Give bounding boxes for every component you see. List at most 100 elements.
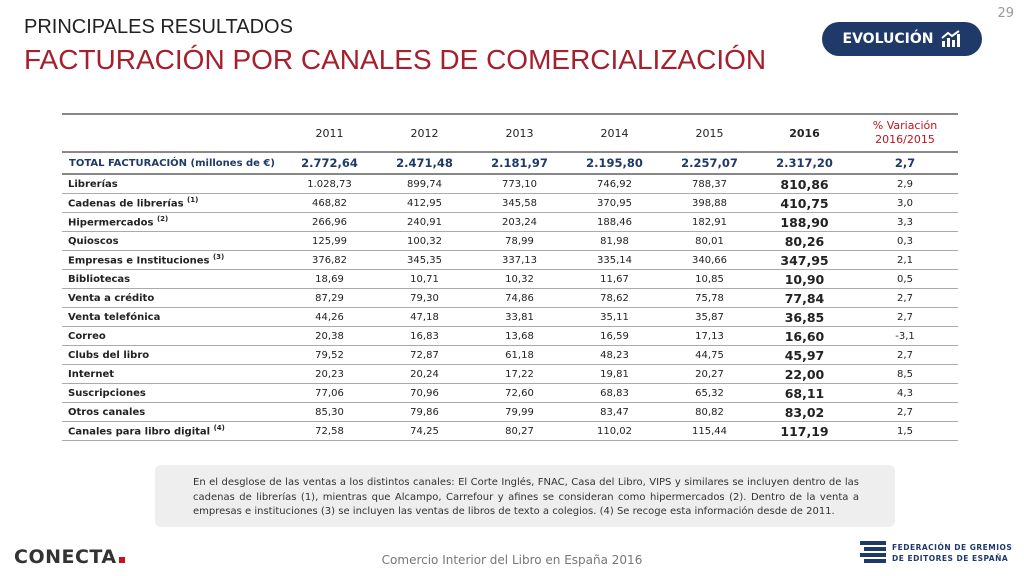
cell: 80,27 (472, 421, 567, 441)
row-label-text: Empresas e Instituciones (68, 255, 210, 267)
table-row: Canales para libro digital (4) 72,58 74,25… (62, 421, 958, 441)
cell: 16,59 (567, 326, 662, 346)
row-label: TOTAL FACTURACIÓN (millones de €) (62, 152, 282, 175)
row-label-text: Canales para libro digital (68, 426, 211, 438)
cell: 20,23 (282, 364, 377, 384)
cell: 72,58 (282, 421, 377, 441)
cell: 33,81 (472, 307, 567, 327)
column-header-line: % Variación (872, 119, 938, 132)
cell: 110,02 (567, 421, 662, 441)
table-row: Librerías 1.028,73 899,74 773,10 746,92 788,3… (62, 174, 958, 194)
title: FACTURACIÓN POR CANALES DE COMERCIALIZAC… (24, 44, 767, 75)
logo-text: CONECTA (14, 546, 117, 568)
row-label-text: Venta a crédito (68, 292, 155, 304)
row-label-text: Bibliotecas (68, 273, 131, 285)
cell: 2,9 (852, 174, 958, 194)
cell: 370,95 (567, 193, 662, 213)
table-row: Quioscos 125,99 100,32 78,99 81,98 80,01 80,26… (62, 231, 958, 251)
cell: 4,3 (852, 383, 958, 403)
row-label: Hipermercados (2) (62, 212, 282, 232)
table-row: Suscripciones 77,06 70,96 72,60 68,83 65,32 68… (62, 383, 958, 403)
row-label: Otros canales (62, 402, 282, 422)
cell: 2,7 (852, 345, 958, 365)
kicker: PRINCIPALES RESULTADOS (24, 16, 293, 38)
table-row: Cadenas de librerías (1) 468,82 412,95 345,… (62, 193, 958, 213)
cell: 746,92 (567, 174, 662, 194)
row-label: Librerías (62, 174, 282, 194)
cell: 68,83 (567, 383, 662, 403)
cell: 78,62 (567, 288, 662, 308)
cell: 72,87 (377, 345, 472, 365)
cell: 188,90 (757, 212, 852, 232)
cell: 182,91 (662, 212, 757, 232)
column-header-line: 2016/2015 (875, 133, 935, 146)
cell: 36,85 (757, 307, 852, 327)
total-row: TOTAL FACTURACIÓN (millones de €) 2.772,6… (62, 152, 958, 175)
cell: 22,00 (757, 364, 852, 384)
cell: 48,23 (567, 345, 662, 365)
federation-line: FEDERACIÓN DE GREMIOS (892, 543, 1013, 552)
cell: 773,10 (472, 174, 567, 194)
row-label: Venta telefónica (62, 307, 282, 327)
cell: 2.772,64 (282, 152, 377, 175)
badge[interactable]: EVOLUCIÓN (822, 22, 982, 56)
federation-line: DE EDITORES DE ESPAÑA (892, 554, 1009, 563)
cell: 17,22 (472, 364, 567, 384)
row-label-text: Correo (68, 330, 106, 342)
table-row: Venta telefónica 44,26 47,18 33,81 35,11 35,8… (62, 307, 958, 327)
cell: 2,7 (852, 307, 958, 327)
cell: 240,91 (377, 212, 472, 232)
cell: 340,66 (662, 250, 757, 270)
cell: 2,7 (852, 402, 958, 422)
cell: 188,46 (567, 212, 662, 232)
row-label-text: Otros canales (68, 406, 146, 418)
cell: 203,24 (472, 212, 567, 232)
cell: 87,29 (282, 288, 377, 308)
cell: 47,18 (377, 307, 472, 327)
badge-label: EVOLUCIÓN (842, 31, 934, 47)
row-label: Empresas e Instituciones (3) (62, 250, 282, 270)
cell: 80,01 (662, 231, 757, 251)
row-label: Cadenas de librerías (1) (62, 193, 282, 213)
cell: 10,85 (662, 269, 757, 289)
row-label: Suscripciones (62, 383, 282, 403)
cell: 468,82 (282, 193, 377, 213)
cell: 2.257,07 (662, 152, 757, 175)
cell: 17,13 (662, 326, 757, 346)
cell: 20,24 (377, 364, 472, 384)
cell: 266,96 (282, 212, 377, 232)
header-cell (62, 113, 282, 153)
table-row: Bibliotecas 18,69 10,71 10,32 11,67 10,85 10,9… (62, 269, 958, 289)
row-label-text: Suscripciones (68, 387, 146, 399)
cell: 10,90 (757, 269, 852, 289)
footnote-mark: (4) (213, 424, 225, 433)
cell: 77,06 (282, 383, 377, 403)
cell: 8,5 (852, 364, 958, 384)
cell: 65,32 (662, 383, 757, 403)
cell: 2.471,48 (377, 152, 472, 175)
cell: 117,19 (757, 421, 852, 441)
cell: 35,87 (662, 307, 757, 327)
column-header: 2011 (282, 113, 377, 153)
cell: 2,7 (852, 288, 958, 308)
cell: 0,5 (852, 269, 958, 289)
cell: 2.195,80 (567, 152, 662, 175)
row-label: Canales para libro digital (4) (62, 421, 282, 441)
cell: 83,02 (757, 402, 852, 422)
cell: 412,95 (377, 193, 472, 213)
cell: 80,82 (662, 402, 757, 422)
row-label-text: Cadenas de librerías (68, 198, 184, 210)
cell: 74,25 (377, 421, 472, 441)
row-label-text: Clubs del libro (68, 349, 150, 361)
row-label: Venta a crédito (62, 288, 282, 308)
cell: 410,75 (757, 193, 852, 213)
cell: 2.317,20 (757, 152, 852, 175)
cell: 85,30 (282, 402, 377, 422)
note-box: En el desglose de las ventas a los disti… (155, 465, 895, 527)
row-label: Bibliotecas (62, 269, 282, 289)
logo: CONECTA (14, 546, 125, 568)
cell: 13,68 (472, 326, 567, 346)
cell: 810,86 (757, 174, 852, 194)
logo-dot (118, 557, 125, 563)
row-label: Correo (62, 326, 282, 346)
